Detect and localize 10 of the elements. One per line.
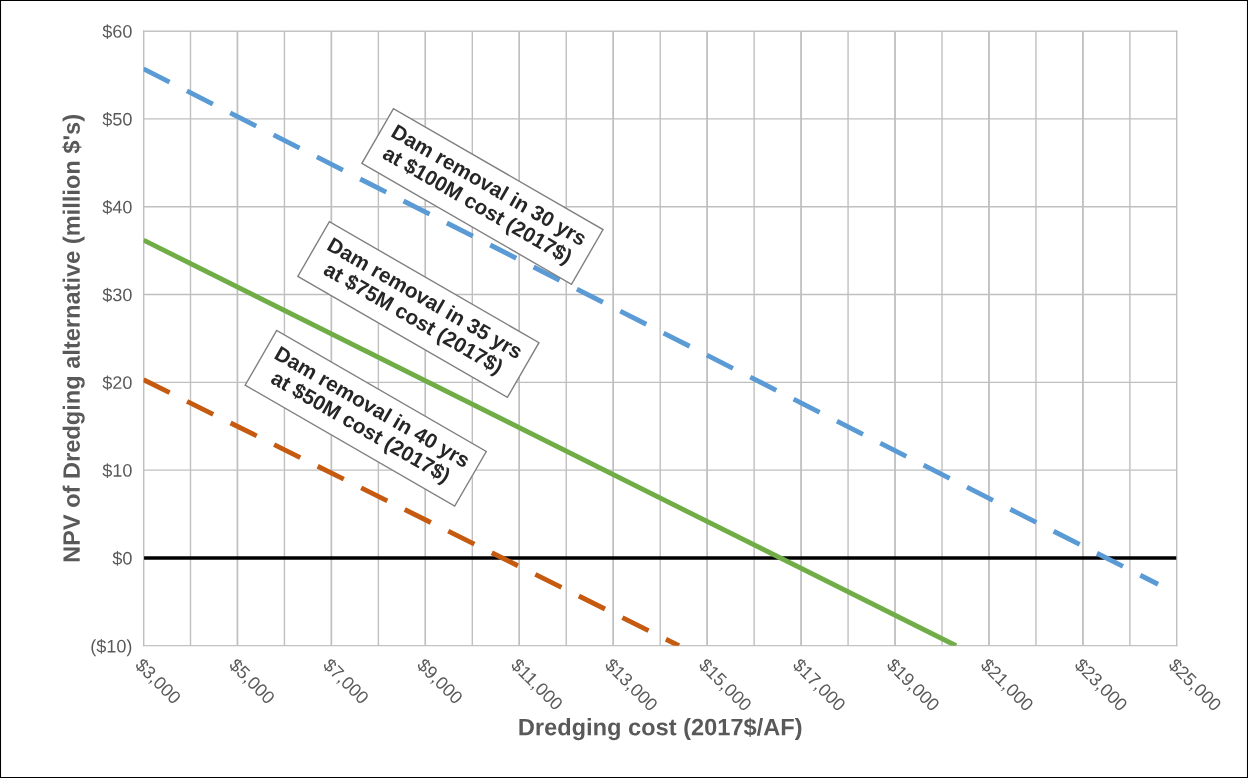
- y-tick-label: $50: [102, 112, 132, 127]
- y-tick-label: $20: [102, 375, 132, 391]
- x-axis-title: Dredging cost (2017$/AF): [519, 717, 802, 741]
- y-tick-label: $10: [102, 463, 132, 478]
- y-axis-title: NPV of Dredging alternative (million $'s): [62, 115, 85, 562]
- y-tick-label: ($10): [91, 639, 132, 657]
- y-tick-label: $30: [102, 287, 132, 303]
- y-tick-label: $0: [112, 551, 132, 566]
- y-tick-label: $40: [102, 199, 132, 215]
- y-tick-label: $60: [102, 24, 132, 39]
